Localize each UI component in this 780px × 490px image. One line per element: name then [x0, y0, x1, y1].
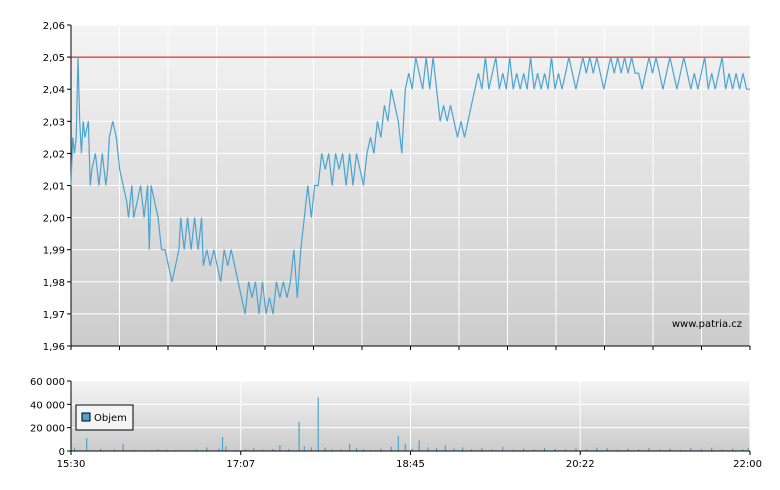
volume-x-tick-label: 15:30 [57, 459, 86, 470]
price-y-axis: 2,06 2,05 2,04 2,03 2,02 2,01 2,00 1,99 1,98 1,97… [43, 21, 72, 353]
volume-y-tick-label: 60 000 [30, 377, 65, 388]
price-y-tick-label: 2,03 [43, 117, 65, 128]
price-y-tick-label: 2,02 [43, 149, 65, 160]
price-y-tick-label: 2,05 [43, 53, 65, 64]
price-y-tick-label: 2,00 [43, 214, 65, 225]
volume-y-tick-label: 40 000 [30, 400, 65, 411]
volume-x-axis: 15:30 17:07 18:45 20:22 22:00 [57, 451, 762, 470]
price-y-tick-label: 2,06 [43, 21, 65, 32]
price-series-line [70, 56, 750, 315]
price-panel: 2,06 2,05 2,04 2,03 2,02 2,01 2,00 1,99 1,98 1,97… [43, 21, 751, 353]
price-y-tick-label: 1,99 [43, 246, 65, 257]
volume-y-axis: 60 000 40 000 20 000 0 [30, 377, 72, 458]
watermark: www.patria.cz [672, 319, 742, 330]
volume-x-tick-label: 18:45 [396, 459, 425, 470]
volume-x-tick-label: 20:22 [566, 459, 595, 470]
legend-swatch [81, 412, 91, 422]
volume-x-tick-label: 17:07 [226, 459, 255, 470]
legend-label: Objem [94, 413, 127, 424]
volume-panel: 60 000 40 000 20 000 0 15:30 17:07 18:45 20:22… [30, 377, 762, 470]
volume-x-tick-label: 22:00 [733, 459, 762, 470]
price-y-tick-label: 2,01 [43, 182, 65, 193]
price-y-tick-label: 1,98 [43, 278, 65, 289]
legend-box [75, 404, 134, 431]
volume-y-tick-label: 20 000 [30, 424, 65, 435]
legend: Objem [75, 404, 134, 431]
volume-y-tick-label: 0 [59, 447, 65, 458]
price-y-tick-label: 1,97 [43, 310, 65, 321]
price-y-tick-label: 2,04 [43, 85, 65, 96]
price-x-ticks [70, 346, 751, 350]
price-y-tick-label: 1,96 [43, 342, 65, 353]
